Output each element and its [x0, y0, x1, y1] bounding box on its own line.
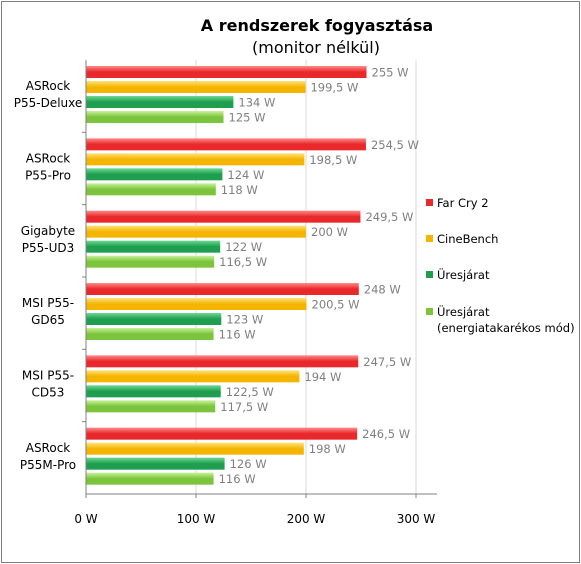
x-tick-label: 0 W — [74, 512, 97, 526]
category-label: ASRock — [26, 152, 71, 166]
data-label: 126 W — [230, 457, 267, 471]
data-label: 255 W — [372, 66, 409, 80]
bar — [86, 183, 216, 196]
data-label: 254,5 W — [371, 138, 419, 152]
legend-label: (energiatakarékos mód) — [437, 321, 575, 335]
chart-title: A rendszerek fogyasztása — [201, 16, 433, 35]
legend-label: CineBench — [437, 232, 498, 246]
legend: Far Cry 2 CineBench Üresjárat Üresjárat (ene… — [426, 196, 575, 335]
legend-label: Üresjárat — [437, 266, 490, 282]
bar — [86, 472, 214, 485]
bar — [86, 400, 216, 413]
category-label: MSI P55- — [22, 369, 74, 383]
data-label: 125 W — [229, 111, 266, 125]
bar — [86, 298, 307, 310]
category-label: P55-Pro — [25, 169, 71, 183]
data-label: 117,5 W — [220, 400, 268, 414]
category-label: CD53 — [32, 386, 65, 400]
data-label: 116 W — [219, 472, 256, 486]
legend-label: Üresjárat — [437, 303, 490, 319]
legend-swatch — [426, 271, 433, 278]
bar — [86, 255, 215, 268]
x-tick-label: 200 W — [287, 512, 326, 526]
legend-swatch — [426, 308, 433, 315]
data-label: 248 W — [364, 283, 401, 297]
bar — [86, 355, 359, 368]
data-label: 118 W — [221, 183, 258, 197]
data-label: 134 W — [238, 96, 275, 110]
legend-swatch — [426, 199, 433, 206]
chart-subtitle: (monitor nélkül) — [252, 38, 380, 57]
category-label: P55M-Pro — [20, 458, 76, 472]
category-label: MSI P55- — [22, 296, 74, 310]
bar — [86, 457, 225, 470]
x-tick-label: 300 W — [397, 512, 436, 526]
bar — [86, 225, 306, 238]
bar — [86, 240, 221, 253]
category-label: P55-Deluxe — [14, 96, 83, 110]
data-label: 199,5 W — [310, 81, 358, 95]
category-label: Gigabyte — [21, 224, 75, 238]
category-label: ASRock — [26, 441, 71, 455]
bar — [86, 370, 300, 383]
data-label: 122 W — [225, 240, 262, 254]
data-label: 124 W — [227, 168, 264, 182]
category-label: P55-UD3 — [22, 241, 75, 255]
bar — [86, 442, 304, 455]
data-label: 200,5 W — [312, 298, 360, 312]
bar — [86, 111, 224, 123]
data-label: 249,5 W — [365, 210, 413, 224]
data-label: 122,5 W — [226, 385, 274, 399]
bar — [86, 153, 305, 166]
x-tick-label: 100 W — [177, 512, 216, 526]
data-label: 247,5 W — [363, 355, 411, 369]
legend-swatch — [426, 235, 433, 242]
bar — [86, 283, 359, 295]
bar — [86, 427, 358, 440]
data-label: 246,5 W — [362, 427, 410, 441]
bar — [86, 210, 361, 223]
axes: ASRock P55-Deluxe ASRock P55-Pro Gigabyte P55… — [14, 60, 437, 526]
data-label: 116,5 W — [219, 255, 267, 269]
data-label: 198,5 W — [309, 153, 357, 167]
bar — [86, 313, 222, 325]
bar — [86, 385, 221, 398]
gridlines — [195, 60, 417, 494]
data-label: 194 W — [304, 370, 341, 384]
bar — [86, 138, 366, 151]
bar — [86, 328, 214, 340]
category-label: GD65 — [31, 313, 65, 327]
bar — [86, 81, 306, 93]
category-label: ASRock — [26, 79, 71, 93]
bar — [86, 66, 367, 78]
bar — [86, 168, 223, 181]
bar — [86, 96, 234, 108]
data-label: 116 W — [219, 328, 256, 342]
legend-label: Far Cry 2 — [437, 196, 489, 210]
data-label: 200 W — [311, 225, 348, 239]
data-label: 198 W — [309, 442, 346, 456]
data-label: 123 W — [226, 313, 263, 327]
